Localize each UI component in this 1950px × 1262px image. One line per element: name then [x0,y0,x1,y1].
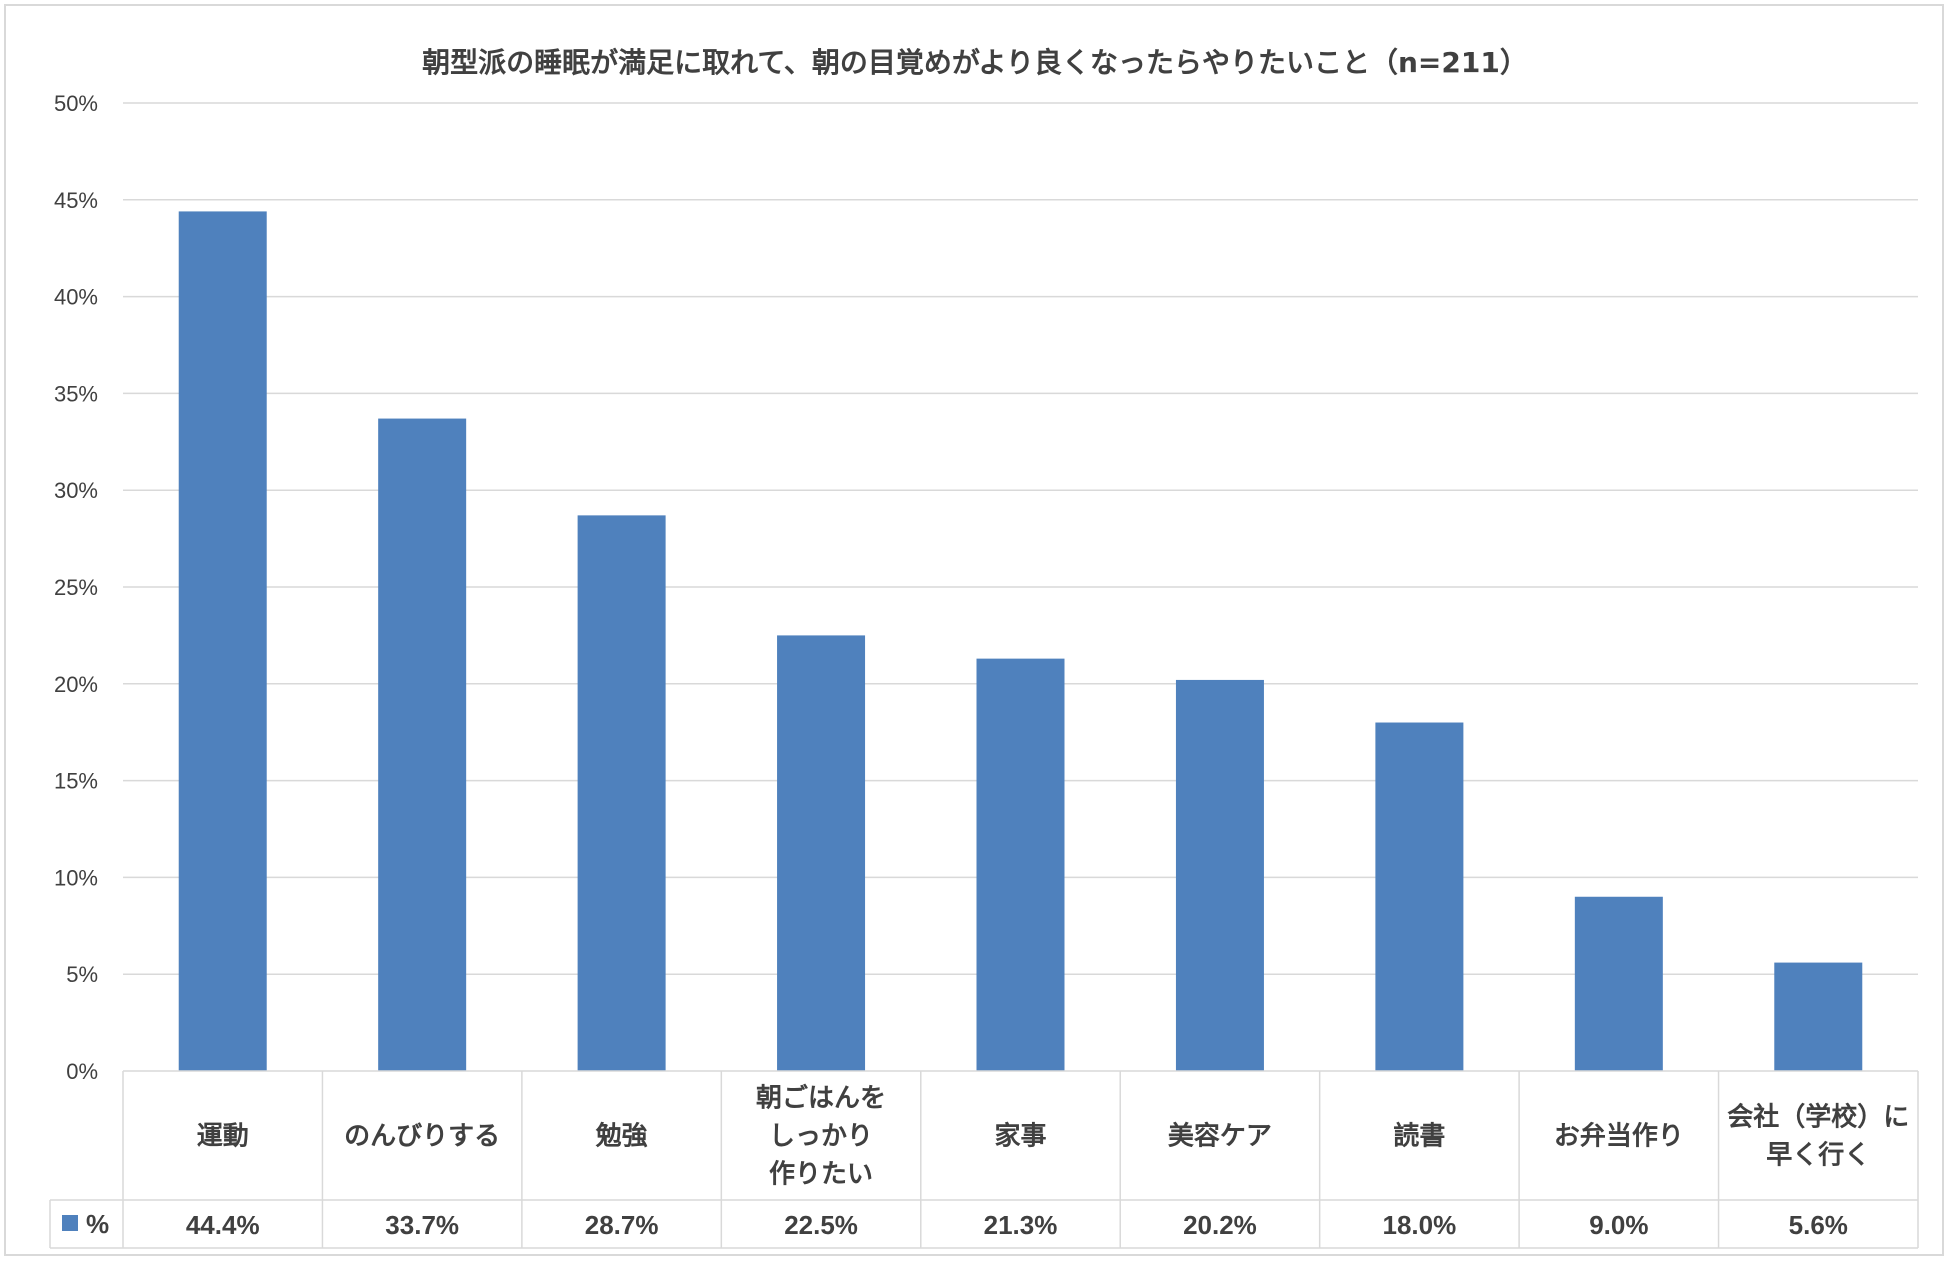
category-label: 朝ごはんをしっかり作りたい [756,1083,886,1190]
y-axis: 0% 5% 10% 15% 20% 25% 30% 35% 40% 45% 50% [54,91,98,1084]
category-label: お弁当作り [1554,1121,1684,1152]
legend-swatch [62,1215,78,1231]
category-label: 会社（学校）に早く行く [1727,1102,1909,1171]
category-label: 美容ケア [1168,1121,1272,1152]
y-tick-label: 25% [54,575,98,600]
data-table: 運動 のんびりする 勉強 朝ごはんをしっかり作りたい 家事 美容ケア 読書 お弁当作り 会社（学… [49,1070,1919,1249]
category-label: のんびりする [344,1122,500,1152]
bars [178,211,1863,1071]
y-tick-label: 50% [54,91,98,116]
data-label: 21.3% [984,1210,1058,1240]
bar [378,418,467,1071]
category-label: 家事 [994,1121,1046,1152]
bar [1574,896,1663,1071]
y-tick-label: 0% [66,1059,98,1084]
data-label: 28.7% [585,1210,659,1240]
y-tick-label: 5% [66,962,98,987]
data-label: 18.0% [1383,1210,1457,1240]
category-label: 勉強 [595,1122,648,1152]
y-tick-label: 20% [54,672,98,697]
data-label: 44.4% [186,1210,260,1240]
bar [1175,679,1264,1071]
y-tick-label: 40% [54,285,98,310]
y-tick-label: 45% [54,188,98,213]
chart-title: 朝型派の睡眠が満足に取れて、朝の目覚めがより良くなったらやりたいこと（n=211… [422,46,1528,79]
bar [777,635,866,1071]
y-tick-label: 15% [54,769,98,794]
category-label: 読書 [1393,1121,1445,1152]
data-label: 5.6% [1789,1210,1848,1240]
legend-label: % [86,1209,109,1239]
data-label: 22.5% [784,1210,858,1240]
y-tick-label: 35% [54,381,98,406]
bar [1774,962,1863,1071]
y-tick-label: 10% [54,865,98,890]
category-label: 運動 [197,1122,249,1152]
bar [1375,722,1464,1071]
bar [178,211,267,1071]
data-label: 9.0% [1589,1210,1648,1240]
y-tick-label: 30% [54,478,98,503]
data-label: 33.7% [385,1210,459,1240]
data-label: 20.2% [1183,1210,1257,1240]
bar [577,515,666,1071]
bar [976,658,1065,1071]
